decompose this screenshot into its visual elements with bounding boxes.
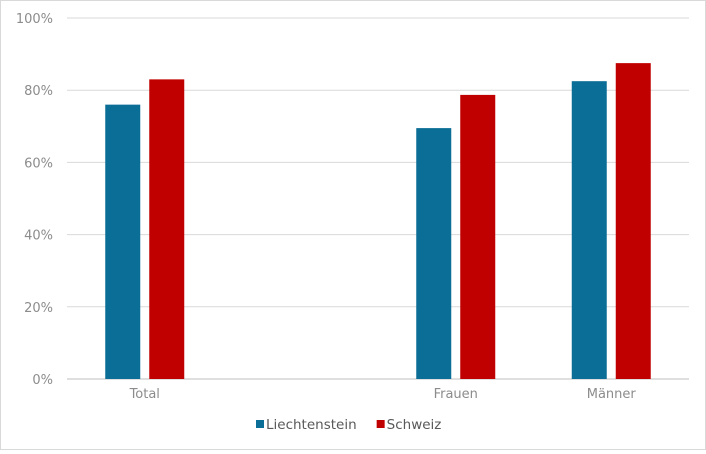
legend: Liechtenstein Schweiz: [256, 417, 441, 433]
x-tick-label: Männer: [587, 387, 637, 402]
x-tick-label: Total: [129, 387, 160, 402]
y-tick-label: 0%: [32, 373, 53, 388]
legend-swatch: [376, 420, 385, 428]
legend-label: Schweiz: [387, 417, 442, 433]
bar-liechtenstein: [105, 104, 141, 379]
legend-swatch: [256, 420, 264, 428]
legend-label: Liechtenstein: [266, 417, 357, 433]
bar-liechtenstein: [571, 81, 607, 380]
bars: [105, 63, 651, 380]
y-axis-ticks: 0% 20% 40% 60% 80% 100%: [16, 12, 53, 388]
y-tick-label: 100%: [16, 12, 53, 27]
y-tick-label: 60%: [24, 156, 53, 171]
bar-schweiz: [149, 79, 185, 380]
x-axis-ticks: Total Frauen Männer: [129, 387, 637, 402]
x-tick-label: Frauen: [434, 387, 478, 402]
y-tick-label: 20%: [24, 301, 53, 316]
bar-schweiz: [615, 63, 651, 379]
y-tick-label: 80%: [24, 84, 53, 99]
y-tick-label: 40%: [24, 229, 53, 244]
bar-schweiz: [460, 94, 496, 379]
bar-liechtenstein: [416, 128, 452, 379]
